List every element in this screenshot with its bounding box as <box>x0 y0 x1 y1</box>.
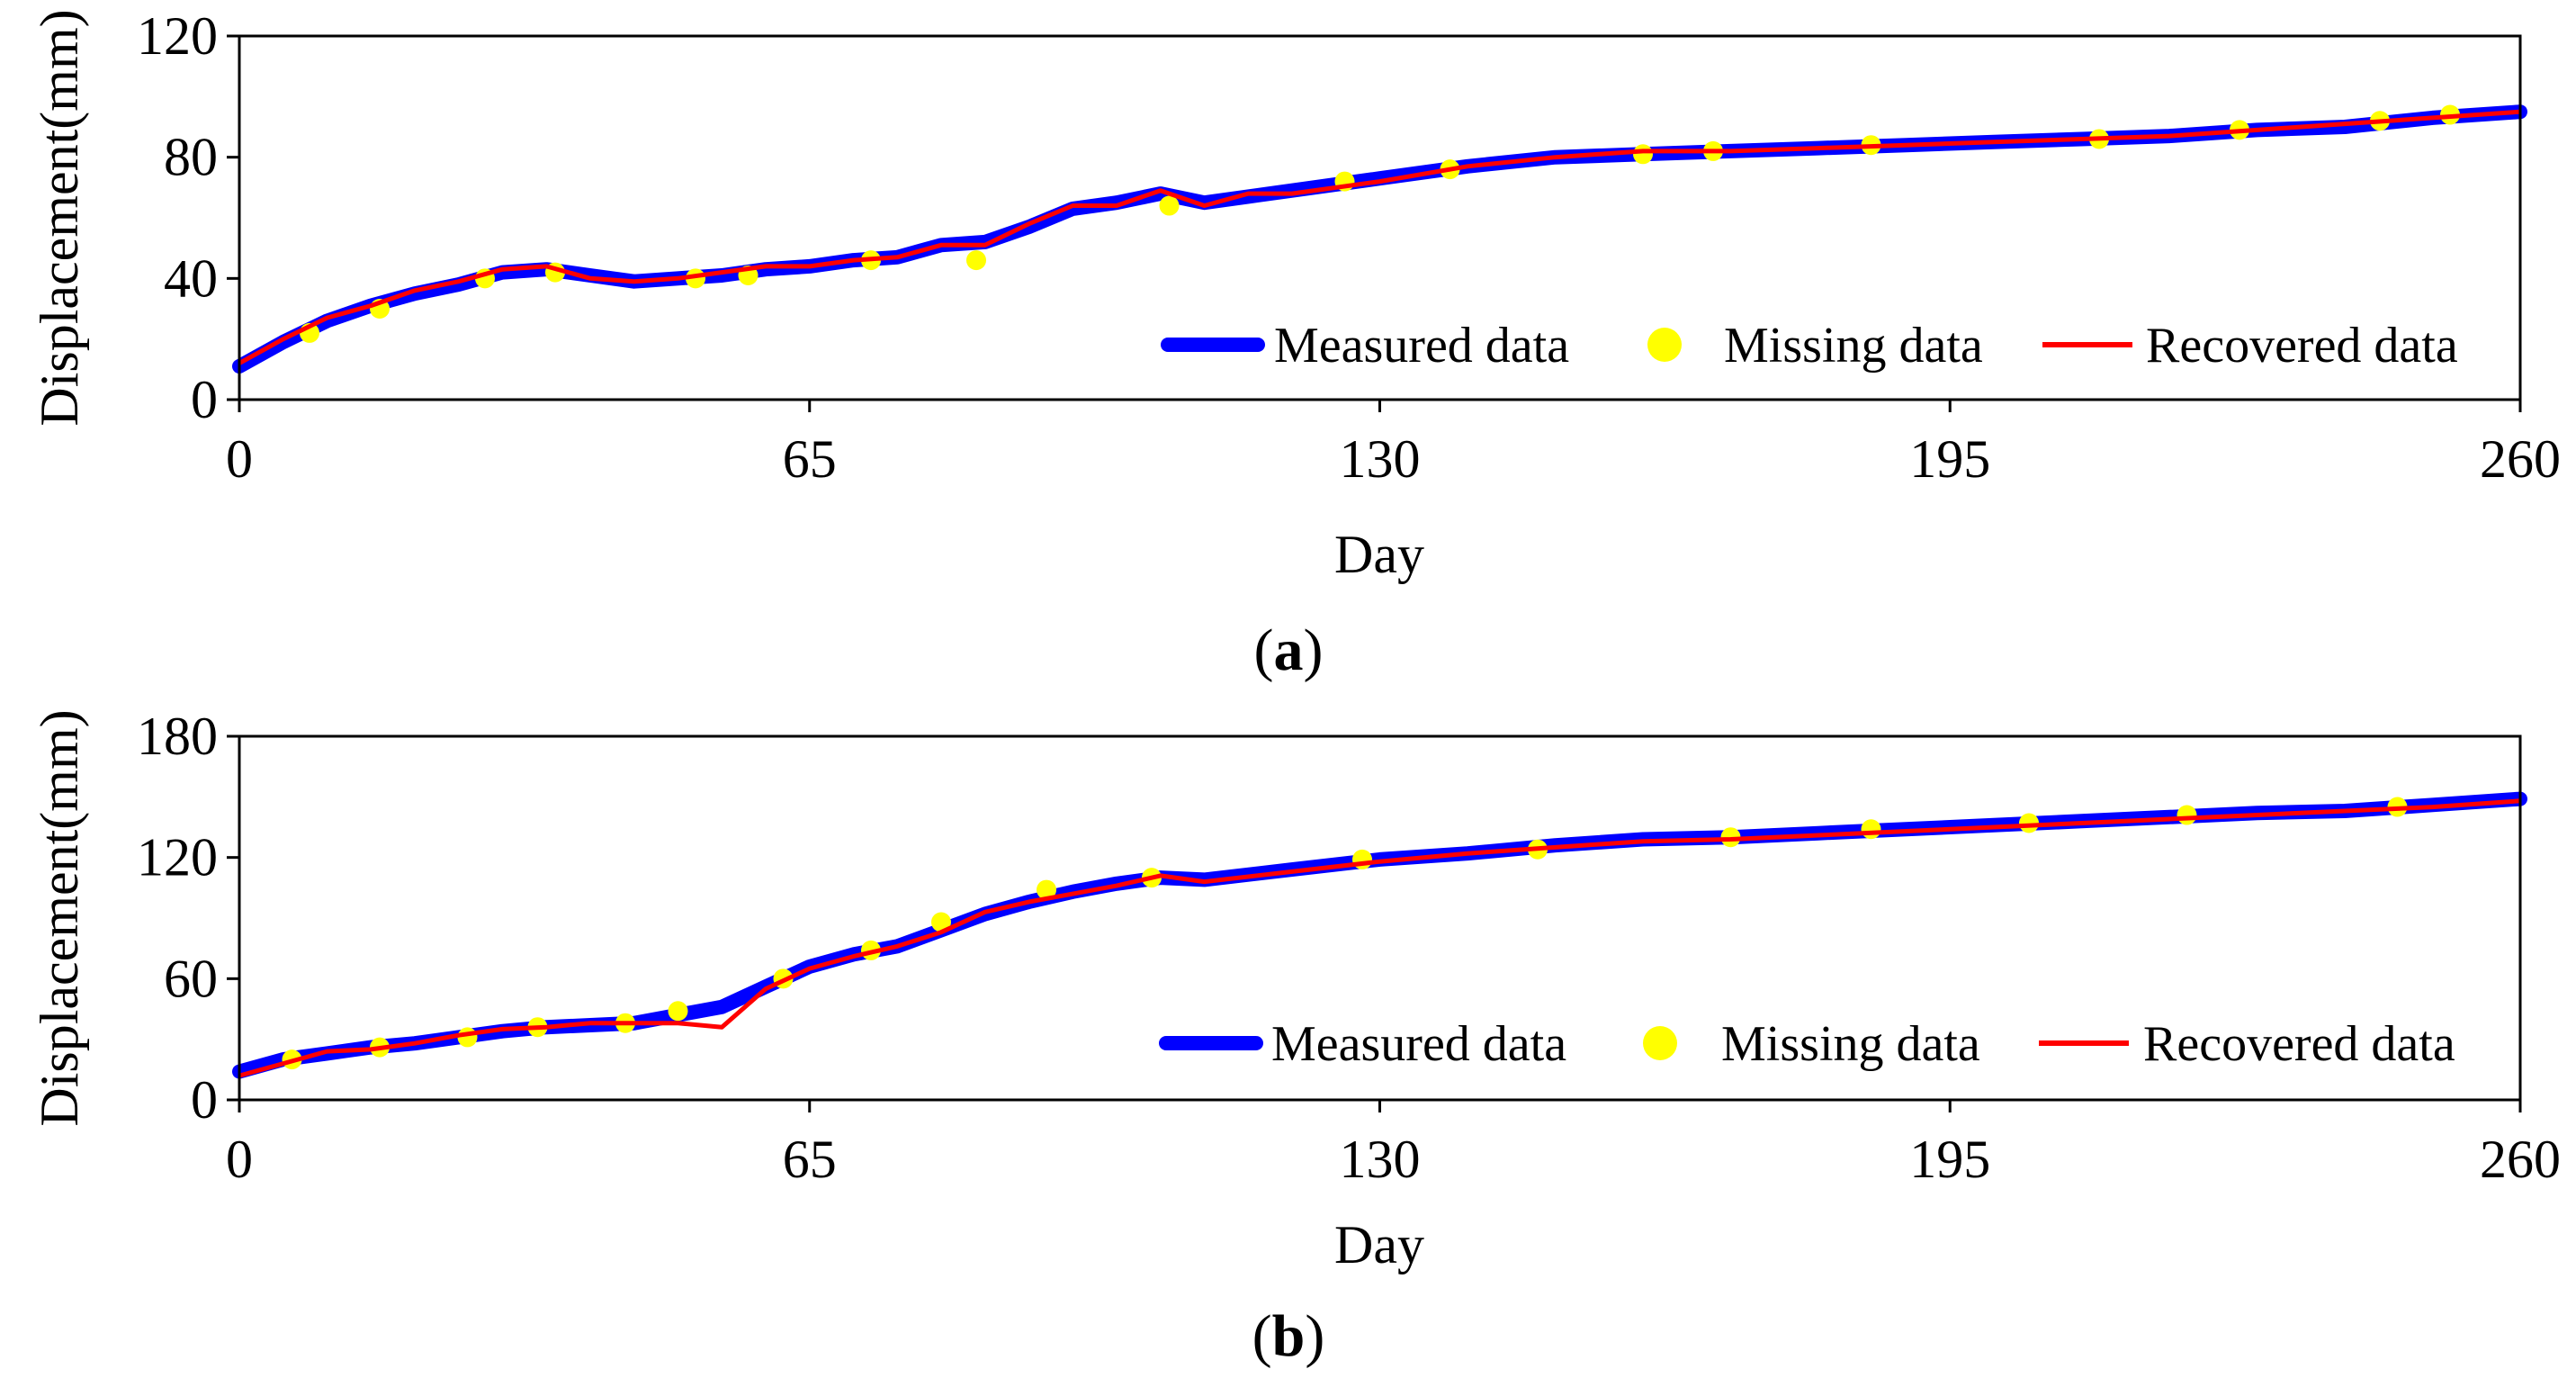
panel-a-xtick-label: 65 <box>783 429 837 489</box>
panel-a-xlabel: Day <box>1334 525 1424 584</box>
panel-b-y-ticks: 0 60 120 180 <box>137 707 239 1130</box>
panel-a-x-ticks: 0 65 130 195 260 <box>226 400 2561 489</box>
panel-b-legend: Measured data Missing data Recovered dat… <box>1159 1016 2455 1072</box>
panel-a-ytick-label: 80 <box>164 128 218 187</box>
panel-b-caption: (b) <box>1252 1303 1325 1369</box>
panel-a-legend-recovered-label: Recovered data <box>2146 318 2458 374</box>
panel-b-ytick-label: 120 <box>137 828 218 887</box>
panel-b-xtick-label: 0 <box>226 1130 253 1189</box>
panel-a-y-ticks: 0 40 80 120 <box>137 6 239 429</box>
panel-b-x-ticks: 0 65 130 195 260 <box>226 1100 2561 1189</box>
panel-a-ytick-label: 0 <box>191 370 218 429</box>
panel-b-legend-measured-label: Measured data <box>1271 1016 1566 1072</box>
panel-a-xtick-label: 130 <box>1340 429 1421 489</box>
panel-a-ytick-label: 40 <box>164 248 218 308</box>
panel-a-legend-missing-label: Missing data <box>1724 318 1983 374</box>
panel-a-missing-point <box>966 250 986 271</box>
panel-b-missing-point <box>2177 805 2197 825</box>
panel-b-missing-point <box>931 912 951 932</box>
panel-a-xtick-label: 260 <box>2480 429 2561 489</box>
panel-b-missing-point <box>2019 813 2039 833</box>
panel-a-recovered-line <box>238 109 2521 365</box>
panel-b-series <box>232 791 2527 1079</box>
panel-b-legend-missing-label: Missing data <box>1721 1016 1980 1072</box>
panel-b-xlabel: Day <box>1334 1215 1424 1274</box>
panel-a-ytick-label: 120 <box>137 6 218 66</box>
panel-a-xtick-label: 0 <box>226 429 253 489</box>
panel-a-missing-point <box>1633 144 1653 165</box>
panel-b-ytick-label: 60 <box>164 949 218 1008</box>
panel-b-ytick-label: 180 <box>137 707 218 766</box>
panel-b-xtick-label: 65 <box>783 1130 837 1189</box>
panel-a-legend-measured-label: Measured data <box>1274 318 1569 374</box>
panel-b-ytick-label: 0 <box>191 1070 218 1130</box>
panel-a-series <box>232 104 2527 374</box>
panel-a-missing-point <box>1159 195 1180 216</box>
panel-b-missing-point <box>1037 879 1056 900</box>
panel-b-recovered-line <box>238 798 2521 1078</box>
panel-a-caption: (a) <box>1254 617 1324 683</box>
panel-b-ylabel: Displacement(mm) <box>30 709 89 1126</box>
panel-b-missing-point <box>668 1001 688 1022</box>
panel-b-xtick-label: 260 <box>2480 1130 2561 1189</box>
panel-a-legend: Measured data Missing data Recovered dat… <box>1161 318 2458 374</box>
panel-a-xtick-label: 195 <box>1909 429 1990 489</box>
panel-b-xtick-label: 130 <box>1340 1130 1421 1189</box>
panel-b-xtick-label: 195 <box>1909 1130 1990 1189</box>
panel-b-missing-point <box>1861 819 1881 840</box>
panel-b-legend-recovered-label: Recovered data <box>2143 1016 2455 1072</box>
panel-a-ylabel: Displacement(mm) <box>30 9 89 426</box>
panel-a-chart: 0 40 80 120 0 65 130 195 260 Displacement(mm) D… <box>30 6 2561 683</box>
panel-b-legend-missing-swatch <box>1643 1026 1677 1060</box>
panel-a-legend-missing-swatch <box>1647 328 1682 362</box>
